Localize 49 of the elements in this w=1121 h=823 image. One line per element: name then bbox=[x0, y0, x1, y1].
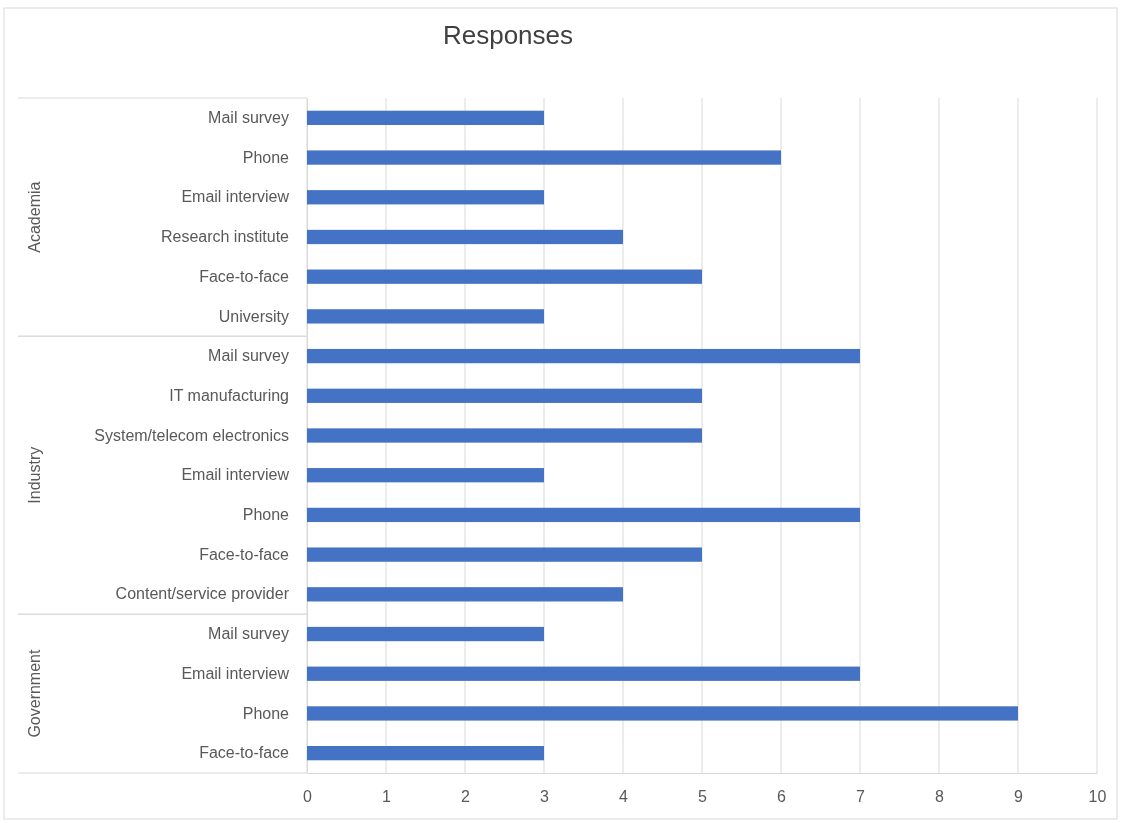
y-tick-label: Phone bbox=[242, 148, 290, 166]
bar bbox=[307, 190, 544, 205]
bar bbox=[307, 626, 544, 642]
text: Academia bbox=[26, 181, 43, 253]
y-tick-label: Content/service provider bbox=[115, 585, 290, 603]
bar bbox=[307, 150, 781, 165]
text: Industry bbox=[26, 446, 43, 504]
x-tick-label: 4 bbox=[619, 788, 629, 806]
y-tick-label: IT manufacturing bbox=[169, 386, 289, 404]
bar bbox=[307, 229, 623, 245]
bar bbox=[307, 110, 544, 125]
y-tick-label: Email interview bbox=[181, 466, 290, 484]
y-tick-label: Mail survey bbox=[208, 108, 289, 126]
bar bbox=[307, 348, 860, 364]
y-tick-label: Mail survey bbox=[208, 625, 289, 643]
y-tick-label: Face-to-face bbox=[199, 267, 290, 285]
bar bbox=[307, 547, 702, 562]
x-tick-label: 10 bbox=[1088, 788, 1107, 806]
bar bbox=[307, 309, 544, 324]
y-tick-label: Research institute bbox=[160, 228, 290, 246]
x-tick-label: 7 bbox=[856, 788, 866, 806]
y-tick-label: Face-to-face bbox=[199, 545, 290, 563]
x-tick-label: 2 bbox=[461, 788, 471, 806]
x-tick-label: 9 bbox=[1014, 788, 1024, 806]
y-tick-label: Email interview bbox=[181, 664, 290, 682]
bar bbox=[307, 746, 544, 761]
x-tick-label: 8 bbox=[935, 788, 945, 806]
bar bbox=[307, 666, 860, 681]
y-tick-label: University bbox=[218, 307, 289, 325]
y-tick-label: Phone bbox=[242, 506, 290, 524]
y-tick-label: System/telecom electronics bbox=[94, 426, 289, 444]
y-tick-label: Mail survey bbox=[208, 347, 289, 365]
bar bbox=[307, 587, 623, 602]
text: Government bbox=[26, 649, 43, 738]
x-tick-label: 5 bbox=[698, 788, 708, 806]
x-tick-label: 3 bbox=[540, 788, 550, 806]
y-tick-label: Face-to-face bbox=[199, 744, 290, 762]
bar bbox=[307, 428, 702, 443]
bar bbox=[307, 507, 860, 523]
x-tick-label: 6 bbox=[777, 788, 787, 806]
bar bbox=[307, 269, 702, 284]
x-tick-label: 0 bbox=[303, 788, 313, 806]
bar bbox=[307, 706, 1018, 721]
x-tick-label: 1 bbox=[382, 788, 392, 806]
y-tick-label: Phone bbox=[242, 704, 290, 722]
chart-title: Responses bbox=[442, 20, 574, 50]
bar bbox=[307, 388, 702, 403]
y-tick-label: Email interview bbox=[181, 188, 290, 206]
bar bbox=[307, 468, 544, 483]
